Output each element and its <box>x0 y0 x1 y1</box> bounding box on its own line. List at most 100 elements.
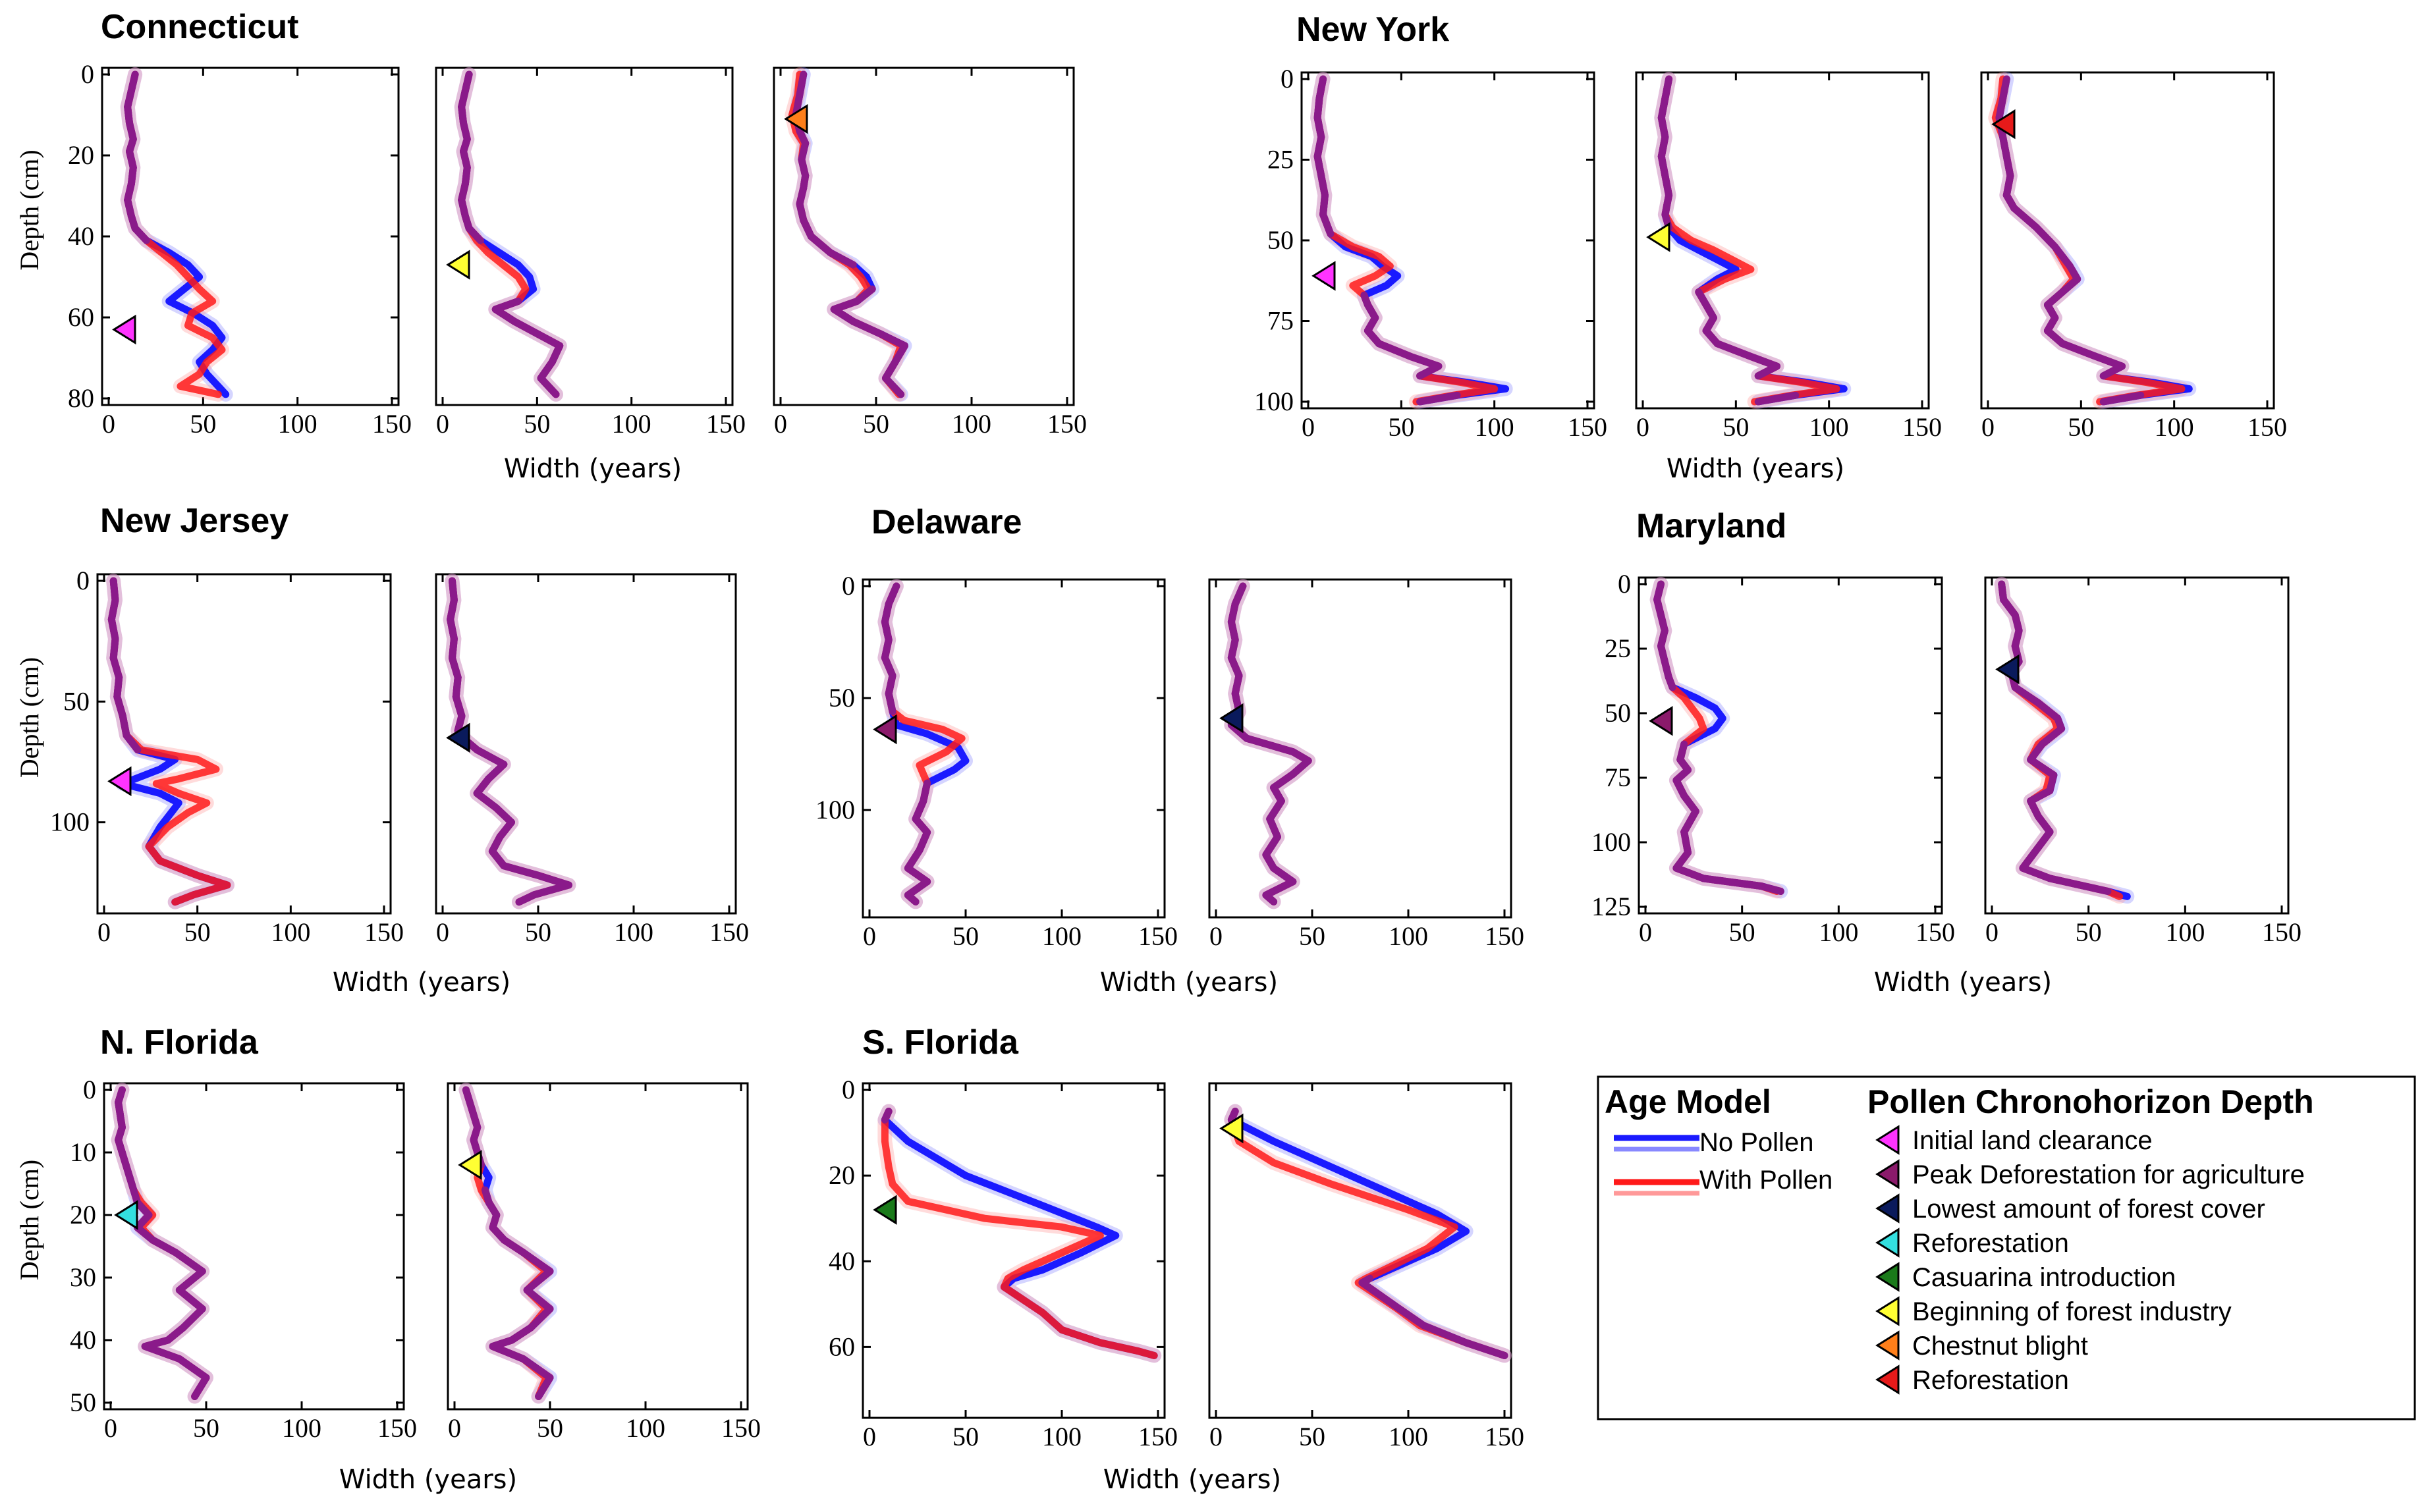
y-tick-label: 50 <box>1605 698 1631 728</box>
overlap-segment <box>1319 211 1335 238</box>
x-tick-label: 100 <box>2155 412 2194 442</box>
y-tick-label: 80 <box>68 383 94 413</box>
legend-marker-icon <box>1875 1330 1900 1361</box>
overlap-segment <box>519 1355 554 1382</box>
overlap-segment <box>149 1236 180 1256</box>
x-tick-label: 50 <box>2076 917 2102 947</box>
state-title: S. Florida <box>862 1023 1019 1062</box>
overlap-segment <box>1375 340 1414 360</box>
overlap-segment <box>491 306 518 325</box>
overlap-segment <box>2099 391 2145 406</box>
series-overlap <box>1998 580 2112 895</box>
overlap-segment <box>1680 807 1699 836</box>
overlap-segment <box>191 1374 210 1400</box>
overlap-segment <box>465 225 484 244</box>
x-tick-label: 100 <box>952 409 991 439</box>
x-tick-label: 50 <box>2068 412 2094 442</box>
y-tick-label: 20 <box>70 1200 96 1229</box>
legend-horizon-label: Beginning of forest industry <box>1912 1297 2232 1326</box>
state-title: New York <box>1296 11 1449 49</box>
chronohorizon-marker <box>1219 703 1244 734</box>
overlap-segment <box>1416 391 1461 406</box>
overlap-segment <box>500 1236 527 1256</box>
series-overlap <box>447 577 572 906</box>
series-overlap <box>115 1086 210 1400</box>
panel-frame <box>103 1082 405 1411</box>
panel-frame <box>1980 71 2275 410</box>
overlap-segment <box>500 862 542 879</box>
series-overlap <box>1313 75 1461 406</box>
y-tick-label: 0 <box>842 1075 855 1104</box>
legend-marker-icon <box>1875 1296 1900 1326</box>
x-tick-label: 100 <box>614 917 653 947</box>
overlap-segment <box>533 330 564 350</box>
legend-horizon-label: Casuarina introduction <box>1912 1263 2176 1292</box>
y-axis-title: Depth (cm) <box>14 149 44 270</box>
legend-marker-icon <box>1875 1159 1900 1189</box>
x-tick-label: 0 <box>774 409 787 439</box>
overlap-segment <box>2027 756 2058 779</box>
chronohorizon-marker <box>1219 1113 1244 1144</box>
panel-frame <box>1638 576 1943 915</box>
legend-horizon-label: Lowest amount of forest cover <box>1912 1195 2265 1224</box>
x-tick-label: 150 <box>372 409 412 439</box>
x-tick-label: 100 <box>1475 412 1514 442</box>
y-tick-label: 50 <box>1267 225 1294 255</box>
overlap-segment <box>2019 864 2054 882</box>
overlap-segment <box>807 232 834 257</box>
overlap-segment <box>1270 770 1297 792</box>
overlap-segment <box>527 1305 554 1332</box>
x-tick-label: 150 <box>1138 921 1178 951</box>
y-tick-label: 40 <box>68 221 94 251</box>
y-tick-label: 0 <box>842 571 855 601</box>
y-tick-label: 0 <box>1281 64 1294 94</box>
legend-horizon-title: Pollen Chronohorizon Depth <box>1867 1083 2314 1120</box>
legend-horizon-label: Initial land clearance <box>1912 1126 2153 1155</box>
series-overlap <box>1995 75 2145 406</box>
overlap-segment <box>537 374 560 398</box>
chronohorizon-marker <box>107 766 132 797</box>
legend-marker-icon <box>1875 1364 1900 1395</box>
overlap-segment <box>2031 828 2054 857</box>
x-tick-label: 100 <box>1389 1422 1428 1451</box>
series-overlap <box>107 577 142 754</box>
legend-with-pollen-label: With Pollen <box>1699 1166 1833 1195</box>
x-tick-label: 150 <box>721 1413 761 1443</box>
overlap-segment <box>141 1343 183 1363</box>
panel-frame <box>435 573 737 915</box>
overlap-segment <box>172 1249 206 1275</box>
overlap-segment <box>508 1324 535 1344</box>
panel-new-york-1: 0 50 100 150 0 25 50 75 100 <box>1254 64 1607 442</box>
overlap-segment <box>175 1355 210 1382</box>
overlap-segment <box>2058 340 2100 360</box>
panel-delaware-1: 0 50 100 150 0 50 100 <box>815 571 1178 951</box>
x-tick-label: 50 <box>1299 1422 1325 1451</box>
y-tick-label: 20 <box>68 140 94 170</box>
legend-horizon-label: Chestnut blight <box>1912 1332 2088 1361</box>
overlap-segment <box>1699 875 1765 890</box>
overlap-segment <box>1243 734 1297 756</box>
chronohorizon-marker <box>1995 654 2020 685</box>
series-overlap <box>881 582 931 905</box>
overlap-segment <box>123 732 142 754</box>
x-tick-label: 150 <box>2262 917 2302 947</box>
y-tick-label: 100 <box>50 807 90 837</box>
series-overlap <box>1653 580 1784 895</box>
chronohorizon-marker <box>873 714 897 745</box>
panel-frame <box>1984 576 2290 915</box>
overlap-segment <box>179 1305 206 1332</box>
x-tick-label: 150 <box>709 917 749 947</box>
state-title: New Jersey <box>100 502 289 540</box>
x-tick-label: 0 <box>863 921 876 951</box>
x-tick-label: 150 <box>1485 1422 1524 1451</box>
overlap-segment <box>830 306 857 325</box>
overlap-segment <box>175 1268 206 1294</box>
x-tick-label: 150 <box>364 917 404 947</box>
overlap-segment <box>1713 340 1755 360</box>
x-tick-label: 100 <box>1042 921 1082 951</box>
x-tick-label: 0 <box>97 917 111 947</box>
panel-new-jersey-2: 0 50 100 150 Width (years) <box>333 573 749 998</box>
panel-frame <box>773 67 1075 406</box>
overlap-segment <box>1420 1322 1470 1347</box>
